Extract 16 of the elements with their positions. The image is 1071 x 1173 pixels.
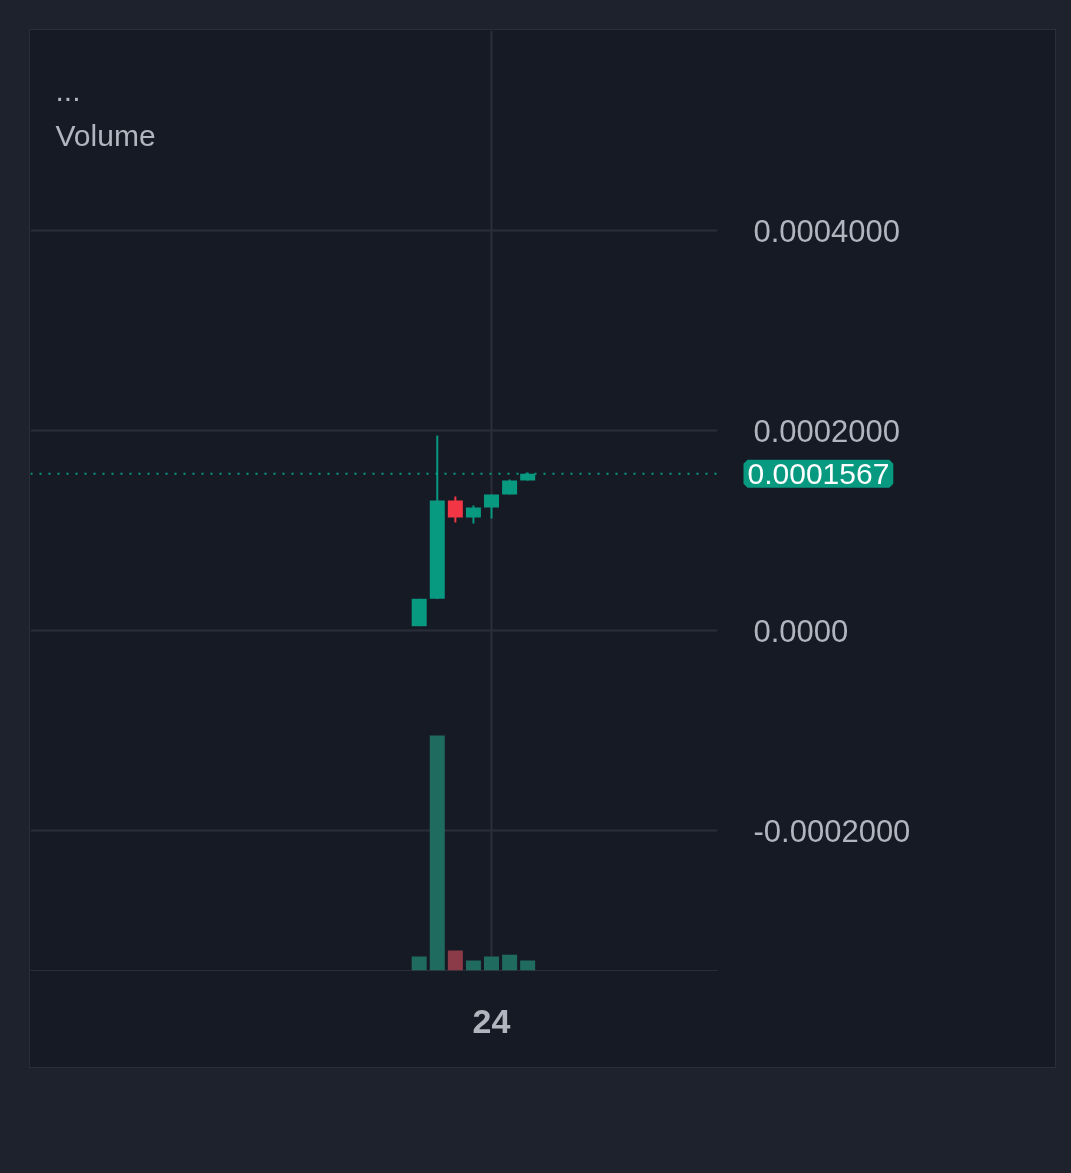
bar (447, 950, 463, 971)
ref-line-label: 0.0001567 (747, 456, 890, 490)
x-tick-label: 24 (472, 1001, 511, 1040)
bar (520, 960, 536, 971)
bar (484, 956, 500, 971)
bar (465, 960, 481, 971)
y-tick-label: -0.0002000 (753, 813, 911, 849)
bar (502, 954, 518, 971)
candlestick (447, 495, 463, 524)
y-tick-label: 0.0002000 (753, 413, 901, 449)
annotation: ... (55, 73, 81, 107)
bar (429, 735, 445, 971)
y-tick-label: 0.0000 (753, 613, 849, 649)
bar (411, 956, 427, 971)
chart-title: Volume (55, 119, 156, 152)
y-tick-label: 0.0004000 (753, 213, 901, 249)
